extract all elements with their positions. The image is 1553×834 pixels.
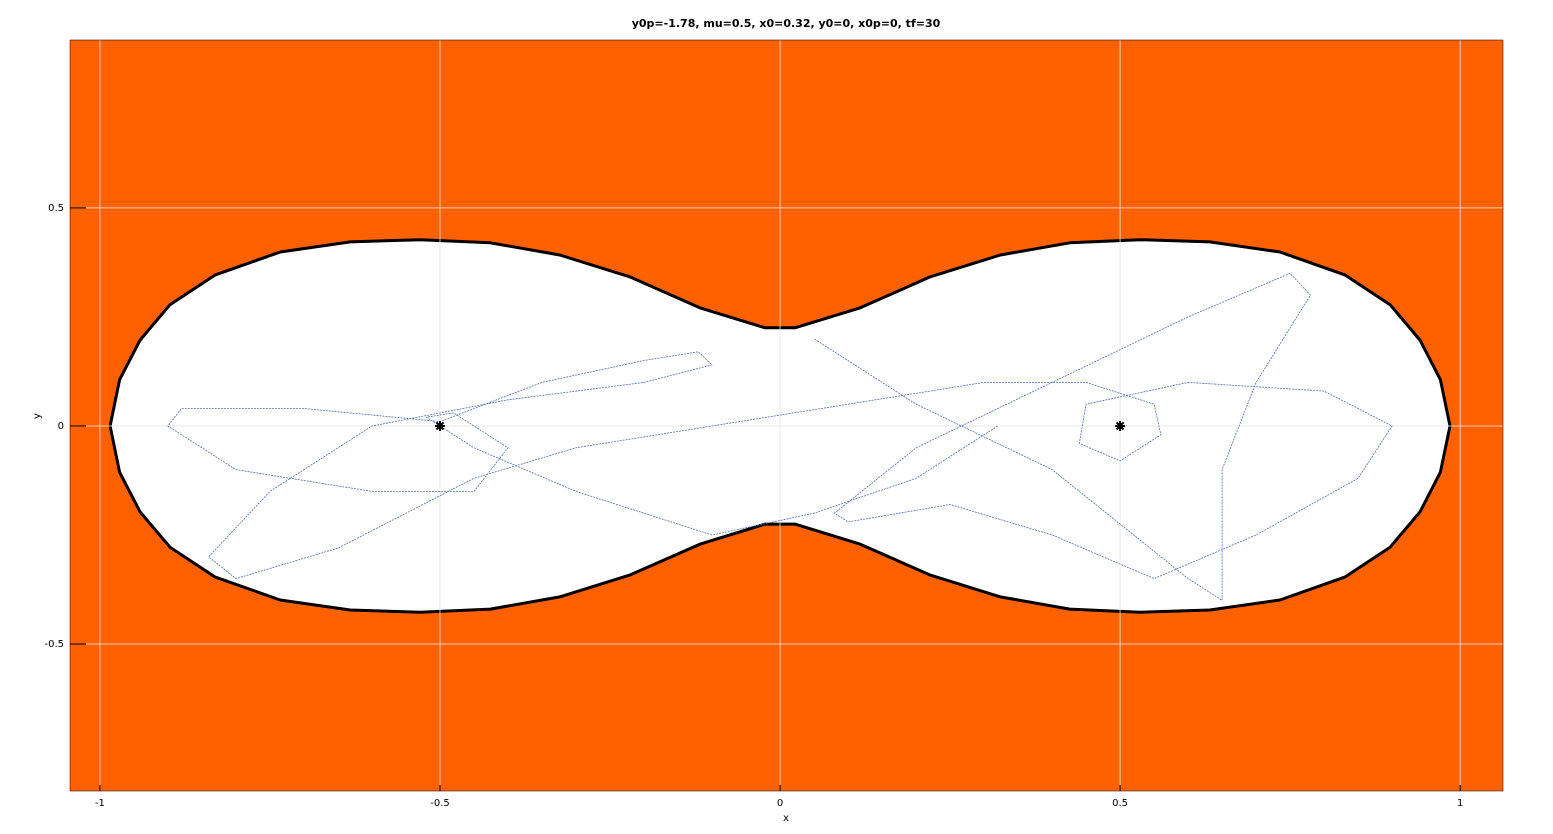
y-axis-label: y	[32, 413, 43, 419]
y-tick-label: 0	[58, 421, 64, 432]
plot-frame	[69, 39, 1504, 792]
x-tick-label: -0.5	[430, 798, 450, 809]
primary-body	[1115, 420, 1126, 431]
chart-title: y0p=-1.78, mu=0.5, x0=0.32, y0=0, x0p=0,…	[632, 17, 941, 30]
x-tick-label: -1	[95, 798, 105, 809]
primary-body	[434, 420, 445, 431]
x-tick-label: 0.5	[1112, 798, 1128, 809]
x-tick-label: 0	[777, 798, 783, 809]
trajectory	[167, 272, 1393, 601]
x-axis-label: x	[783, 813, 789, 824]
x-tick-label: 1	[1457, 798, 1463, 809]
y-tick-label: 0.5	[48, 203, 64, 214]
y-tick-label: -0.5	[44, 639, 64, 650]
